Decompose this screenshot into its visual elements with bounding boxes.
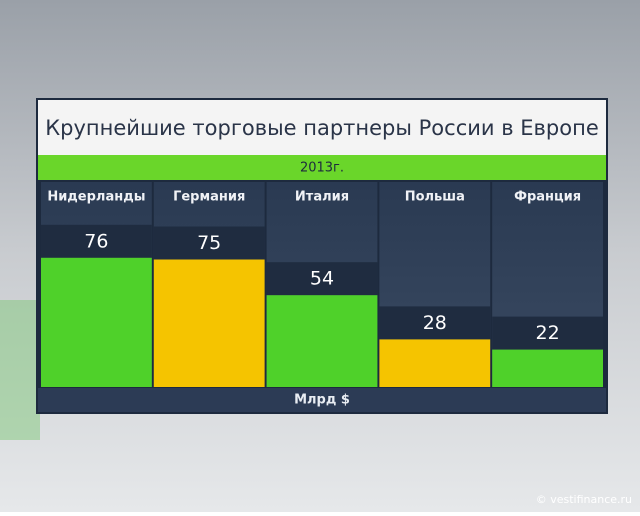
title-box: [38, 100, 606, 155]
value-label: 54: [310, 268, 334, 290]
value-band: [379, 306, 491, 340]
category-label: Нидерланды: [47, 190, 145, 205]
unit-label: Млрд $: [294, 393, 350, 408]
subtitle: 2013г.: [300, 161, 344, 176]
value-label: 28: [423, 312, 447, 334]
watermark: © vestifinance.ru: [536, 493, 632, 506]
value-band: [153, 226, 265, 260]
category-label: Германия: [173, 190, 245, 205]
category-label: Франция: [514, 190, 581, 205]
bar: [266, 295, 378, 387]
unit-bar: [38, 388, 606, 412]
value-label: 76: [84, 230, 108, 252]
bar: [41, 257, 152, 387]
value-label: 22: [536, 322, 560, 344]
chart-title: Крупнейшие торговые партнеры России в Ев…: [45, 116, 599, 140]
bar: [153, 259, 265, 387]
category-label: Италия: [295, 190, 349, 205]
value-band: [41, 224, 152, 258]
value-band: [492, 316, 603, 350]
subtitle-bar: [38, 155, 606, 180]
value-band: [266, 262, 378, 296]
value-label: 75: [197, 232, 221, 254]
bar: [492, 349, 603, 387]
bar: [379, 339, 491, 387]
category-label: Польша: [405, 190, 465, 205]
decor: [0, 300, 40, 440]
